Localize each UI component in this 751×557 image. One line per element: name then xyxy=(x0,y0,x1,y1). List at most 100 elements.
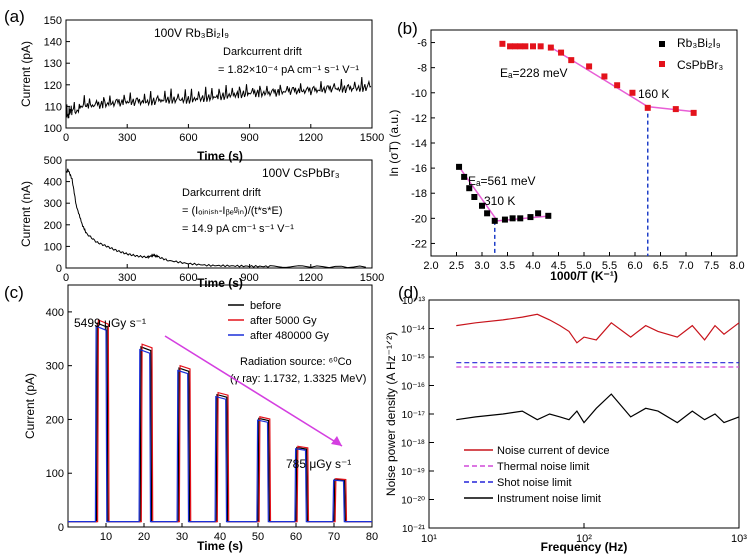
panel-c-ylabel: Current (pA) xyxy=(23,373,37,439)
panel-b-xtick-label: 6.5 xyxy=(653,260,668,272)
panel-b-annotation-160k: 160 K xyxy=(638,87,669,101)
panel-b-xlabel: 1000/T (K⁻¹) xyxy=(550,269,618,283)
panel-a-top-ytick-label: 140 xyxy=(44,37,62,49)
panel-a-top-xtick-label: 900 xyxy=(240,132,258,144)
panel-c-series-line xyxy=(68,319,372,523)
panel-a-bottom-xtick-label: 300 xyxy=(118,272,136,284)
panel-d-legend-3: Shot noise limit xyxy=(497,477,572,489)
panel-a-letter: (a) xyxy=(4,7,25,26)
panel-a-bottom-ytick-label: 500 xyxy=(44,155,62,167)
panel-b-point xyxy=(530,43,536,50)
panel-d-xtick-label: 10¹ xyxy=(421,533,437,545)
panel-a-bottom-ytick-label: 100 xyxy=(44,241,62,253)
panel-d-ytick-label: 10⁻²¹ xyxy=(402,524,426,535)
panel-c-ytick-label: 300 xyxy=(46,361,64,373)
panel-b-point xyxy=(568,57,575,64)
panel-b-ytick-label: -12 xyxy=(411,113,427,125)
panel-b-ytick-label: -22 xyxy=(411,238,427,250)
panel-a-top-legend: 100V Rb₃Bi₂I₉ xyxy=(154,26,229,40)
panel-b-xtick-label: 3.0 xyxy=(474,260,489,272)
panel-c-legend-1: before xyxy=(250,300,281,312)
panel-b-xtick-label: 6.0 xyxy=(627,260,642,272)
panel-b-ytick-label: -14 xyxy=(411,138,427,150)
panel-d-ylabel: Noise power density (A Hz⁻¹ᐟ²) xyxy=(384,332,398,496)
panel-b-point xyxy=(535,210,542,217)
panel-d-ytick-label: 10⁻¹⁹ xyxy=(401,467,425,478)
panel-a-top-note-2: = 1.82×10⁻⁴ pA cm⁻¹ s⁻¹ V⁻¹ xyxy=(218,64,359,76)
panel-c-xtick-label: 40 xyxy=(214,531,226,543)
panel-a-bottom-legend: 100V CsPbBr₃ xyxy=(262,166,340,180)
panel-c-xtick-label: 70 xyxy=(328,531,340,543)
panel-b-point xyxy=(586,63,593,70)
panel-c-ytick-label: 400 xyxy=(46,307,64,319)
panel-b-point xyxy=(644,104,651,111)
panel-d-xticks: 10¹ 10² 10³ xyxy=(421,523,747,545)
panel-c-annotation-start: 5499 μGy s⁻¹ xyxy=(74,316,146,330)
panel-b-point xyxy=(614,82,621,89)
panel-a-top-yticks: 100 110 120 130 140 150 xyxy=(44,15,70,135)
panel-b-point xyxy=(499,40,506,47)
panel-b-plot xyxy=(456,40,697,256)
panel-b-point xyxy=(547,44,554,51)
panel-b-ytick-label: -10 xyxy=(411,88,427,100)
panel-b-annotation-ea2: Eₐ=561 meV xyxy=(468,174,536,188)
panel-b-xtick-label: 8.0 xyxy=(729,260,744,272)
panel-b-xtick-label: 5.5 xyxy=(602,260,617,272)
panel-c-ytick-label: 0 xyxy=(58,522,64,534)
panel-d-ytick-label: 10⁻¹⁴ xyxy=(401,325,425,336)
panel-c-xtick-label: 30 xyxy=(176,531,188,543)
panel-a-top-note-1: Darkcurrent drift xyxy=(223,46,302,58)
panel-c-annotation-source: Radiation source: ⁶⁰Co xyxy=(240,356,352,368)
panel-a-bottom-xtick-label: 900 xyxy=(240,272,258,284)
panel-b-ylabel: ln (σT) (a.u.) xyxy=(387,110,401,177)
panel-b-annotation-ea1: Eₐ=228 meV xyxy=(500,66,568,80)
panel-a-bottom-xlabel: Time (s) xyxy=(197,276,243,290)
panel-a-top-xlabel: Time (s) xyxy=(197,149,243,163)
panel-c-xtick-label: 50 xyxy=(252,531,264,543)
panel-b-point xyxy=(509,215,516,222)
panel-d-ytick-label: 10⁻²⁰ xyxy=(401,496,425,507)
panel-b-ytick-label: -6 xyxy=(417,38,427,50)
panel-b-xtick-label: 3.5 xyxy=(500,260,515,272)
panel-c-xtick-label: 20 xyxy=(138,531,150,543)
panel-d-legend-4: Instrument noise limit xyxy=(497,493,601,505)
panel-b-legend-marker-1 xyxy=(659,41,665,47)
panel-b-xtick-label: 7.0 xyxy=(678,260,693,272)
panel-d-xlabel: Frequency (Hz) xyxy=(541,540,628,554)
panel-b-point xyxy=(527,214,534,221)
panel-a-bottom-series-line xyxy=(65,168,366,269)
panel-a-bottom-note-2: = (Iₒᵢₙᵢₛₕ-Iᵦₑᵍᵢₙ)/(t*s*E) xyxy=(182,205,283,217)
panel-a-bottom: 0 300 600 900 1200 1500 0 100 200 300 400 500 100V… xyxy=(19,155,384,290)
panel-b-yticks: -6 -8 -10 -12 -14 -16 -18 -20 -22 xyxy=(411,38,435,250)
panel-a-top-xtick-label: 0 xyxy=(63,132,69,144)
panel-b-ytick-label: -18 xyxy=(411,188,427,200)
panel-a-bottom-xtick-label: 1500 xyxy=(360,272,384,284)
panel-a-bottom-xticks: 0 300 600 900 1200 1500 xyxy=(63,264,384,284)
panel-c-xticks: 10 20 30 40 50 60 70 80 xyxy=(100,523,378,543)
panel-b-annotation-310k: 310 K xyxy=(484,194,515,208)
panel-d-ytick-label: 10⁻¹⁵ xyxy=(401,353,425,364)
panel-b-point xyxy=(501,216,508,223)
panel-c-xtick-label: 80 xyxy=(366,531,378,543)
panel-c-series-line xyxy=(68,322,372,523)
panel-b-fit-line xyxy=(553,48,694,113)
panel-a-bottom-xtick-label: 1200 xyxy=(299,272,323,284)
panel-a-bottom-note-3: = 14.9 pA cm⁻¹ s⁻¹ V⁻¹ xyxy=(182,223,294,235)
panel-c-legend-2: after 5000 Gy xyxy=(250,315,317,327)
panel-c-ytick-label: 100 xyxy=(46,468,64,480)
panel-b-point xyxy=(517,43,524,50)
panel-b-xtick-label: 4.5 xyxy=(551,260,566,272)
panel-a-top-xtick-label: 1200 xyxy=(299,132,323,144)
panel-b-legend-marker-2 xyxy=(659,61,665,67)
panel-a-bottom-xtick-label: 600 xyxy=(179,272,197,284)
panel-c-plot xyxy=(68,319,372,523)
panel-a-top-ytick-label: 110 xyxy=(44,101,62,113)
panel-a-bottom-ytick-label: 300 xyxy=(44,198,62,210)
panel-a-top-xticks: 0 300 600 900 1200 1500 xyxy=(63,124,384,144)
panel-c-xtick-label: 10 xyxy=(100,531,112,543)
panel-b-point xyxy=(471,193,478,200)
panel-a-top-axes xyxy=(65,19,373,129)
panel-a-top-ytick-label: 120 xyxy=(44,80,62,92)
panel-b-point xyxy=(690,109,697,116)
